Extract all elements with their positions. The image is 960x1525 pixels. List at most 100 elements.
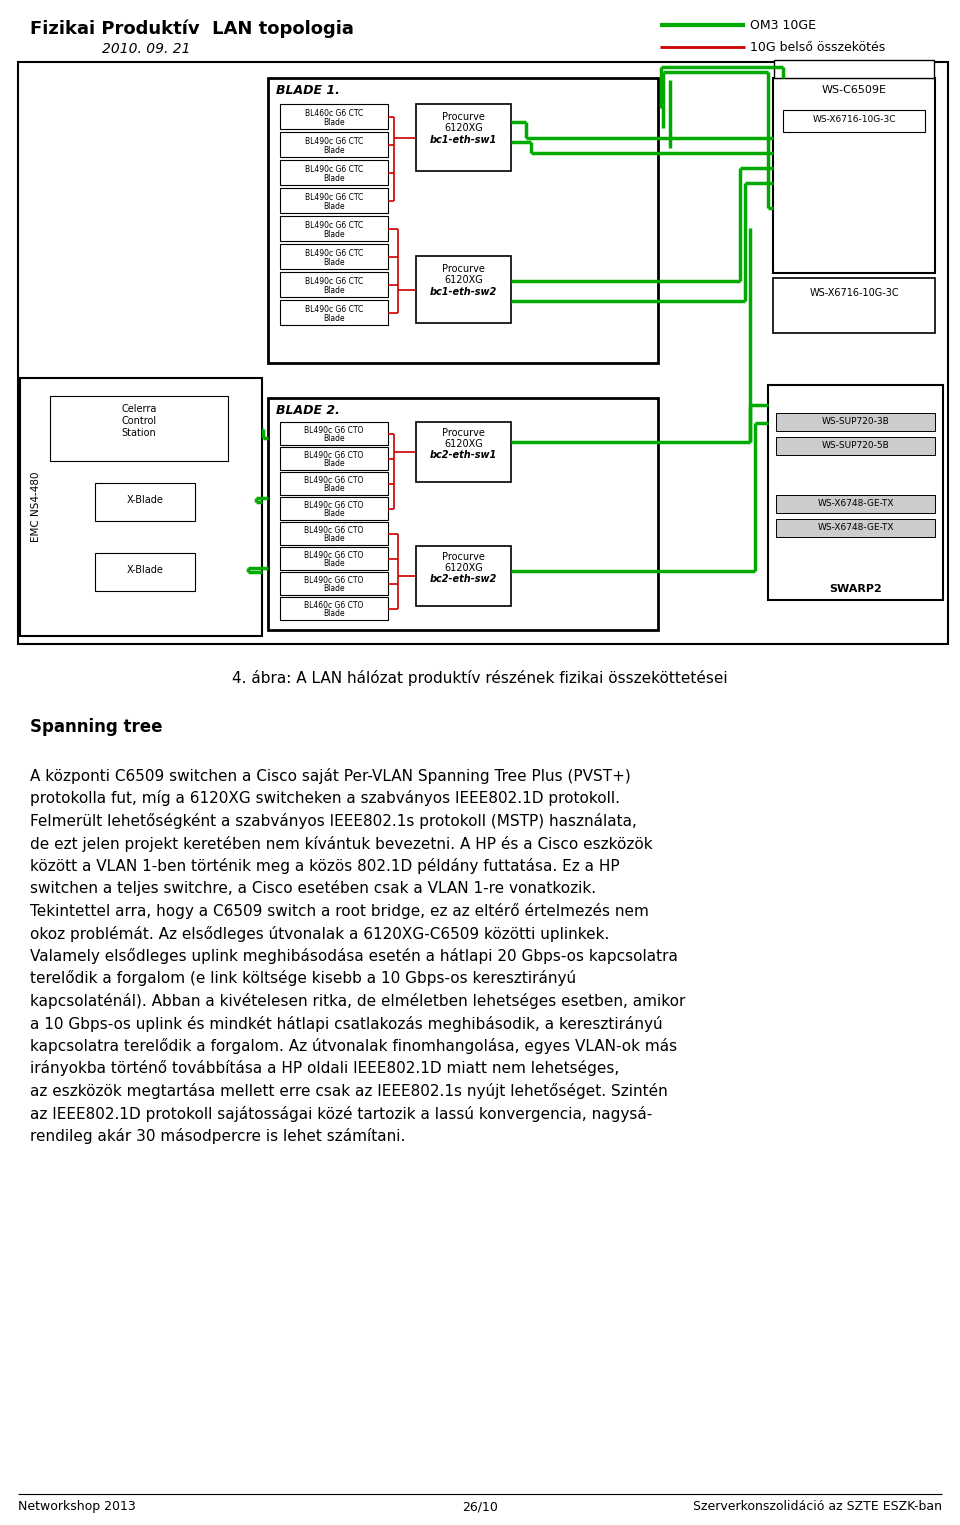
Text: Networkshop 2013: Networkshop 2013 [18,1501,135,1513]
Text: rendileg akár 30 másodpercre is lehet számítani.: rendileg akár 30 másodpercre is lehet sz… [30,1128,405,1144]
Text: Blade: Blade [324,314,345,323]
Bar [776,518,935,537]
Text: de ezt jelen projekt keretében nem kívántuk bevezetni. A HP és a Cisco eszközök: de ezt jelen projekt keretében nem kíván… [30,836,653,851]
Text: BL490c G6 CTO: BL490c G6 CTO [304,476,364,485]
Bar [280,547,388,570]
Bar [774,59,934,78]
Bar [280,522,388,544]
Text: OM3 10GE: OM3 10GE [750,18,816,32]
Bar [95,483,195,522]
Text: Control: Control [121,416,156,425]
Text: Blade: Blade [324,174,345,183]
Text: Blade: Blade [324,608,345,618]
Bar [768,384,943,599]
Bar [280,104,388,130]
Text: BL460c G6 CTC: BL460c G6 CTC [305,108,363,117]
Text: Procurve: Procurve [442,264,485,274]
Text: bc2-eth-sw2: bc2-eth-sw2 [430,573,497,584]
Text: Celerra: Celerra [121,404,156,413]
Text: Blade: Blade [324,483,345,493]
Text: terelődik a forgalom (e link költsége kisebb a 10 Gbps-os keresztirányú: terelődik a forgalom (e link költsége ki… [30,970,576,987]
Bar [783,110,925,133]
Text: Blade: Blade [324,258,345,267]
Text: BLADE 1.: BLADE 1. [276,84,340,98]
Text: Blade: Blade [324,459,345,468]
Bar [268,398,658,630]
Text: Spanning tree: Spanning tree [30,718,162,737]
Text: az IEEE802.1D protokoll sajátosságai közé tartozik a lassú konvergencia, nagysá-: az IEEE802.1D protokoll sajátosságai köz… [30,1106,652,1121]
Text: BL490c G6 CTC: BL490c G6 CTC [305,194,363,201]
Text: WS-C6509E: WS-C6509E [822,85,886,95]
Text: WS-SUP720-5B: WS-SUP720-5B [822,441,889,450]
Text: bc1-eth-sw2: bc1-eth-sw2 [430,287,497,297]
Text: kapcsolatra terelődik a forgalom. Az útvonalak finomhangolása, egyes VLAN-ok más: kapcsolatra terelődik a forgalom. Az útv… [30,1039,677,1054]
Text: BL490c G6 CTC: BL490c G6 CTC [305,249,363,258]
Bar [416,546,511,605]
Text: Blade: Blade [324,146,345,156]
Text: Blade: Blade [324,584,345,593]
Bar [773,278,935,332]
Bar [280,160,388,185]
Text: Blade: Blade [324,287,345,294]
Text: EMC NS4-480: EMC NS4-480 [31,471,41,543]
Bar [280,422,388,445]
Bar [50,396,228,461]
Text: Procurve: Procurve [442,552,485,563]
Text: bc2-eth-sw1: bc2-eth-sw1 [430,450,497,461]
Text: A központi C6509 switchen a Cisco saját Per-VLAN Spanning Tree Plus (PVST+): A központi C6509 switchen a Cisco saját … [30,769,631,784]
Text: protokolla fut, míg a 6120XG switcheken a szabványos IEEE802.1D protokoll.: protokolla fut, míg a 6120XG switcheken … [30,790,620,807]
Text: Blade: Blade [324,534,345,543]
Text: WS-X6716-10G-3C: WS-X6716-10G-3C [809,288,899,297]
Text: BL490c G6 CTC: BL490c G6 CTC [305,137,363,146]
Text: BLADE 2.: BLADE 2. [276,404,340,416]
Bar [18,63,948,644]
Bar [280,473,388,496]
Text: BL490c G6 CTC: BL490c G6 CTC [305,165,363,174]
Text: BL490c G6 CTO: BL490c G6 CTO [304,576,364,586]
Text: WS-X6716-10G-3C: WS-X6716-10G-3C [812,114,896,124]
Text: a 10 Gbps-os uplink és mindkét hátlapi csatlakozás meghibásodik, a keresztirányú: a 10 Gbps-os uplink és mindkét hátlapi c… [30,1016,662,1031]
Text: között a VLAN 1-ben történik meg a közös 802.1D példány futtatása. Ez a HP: között a VLAN 1-ben történik meg a közös… [30,859,619,874]
Bar [280,497,388,520]
Text: kapcsolaténál). Abban a kivételesen ritka, de elméletben lehetséges esetben, ami: kapcsolaténál). Abban a kivételesen ritk… [30,993,685,1010]
Text: 4. ábra: A LAN hálózat produktív részének fizikai összeköttetései: 4. ábra: A LAN hálózat produktív részéne… [232,669,728,686]
Text: Blade: Blade [324,435,345,442]
Text: 6120XG: 6120XG [444,124,483,133]
Text: Felmerült lehetőségként a szabványos IEEE802.1s protokoll (MSTP) használata,: Felmerült lehetőségként a szabványos IEE… [30,813,636,830]
Bar [280,300,388,325]
Text: 6120XG: 6120XG [444,274,483,285]
Text: WS-SUP720-3B: WS-SUP720-3B [822,416,889,425]
Text: Blade: Blade [324,560,345,567]
Text: Szerverkonszolidáció az SZTE ESZK-ban: Szerverkonszolidáció az SZTE ESZK-ban [693,1501,942,1513]
Bar [280,133,388,157]
Text: X-Blade: X-Blade [127,564,163,575]
Text: BL490c G6 CTO: BL490c G6 CTO [304,526,364,535]
Bar [776,413,935,432]
Bar [268,78,658,363]
Text: okoz problémát. Az elsődleges útvonalak a 6120XG-C6509 közötti uplinkek.: okoz problémát. Az elsődleges útvonalak … [30,926,610,941]
Text: Procurve: Procurve [442,111,485,122]
Text: WS-X6748-GE-TX: WS-X6748-GE-TX [817,523,894,532]
Text: Tekintettel arra, hogy a C6509 switch a root bridge, ez az eltérő értelmezés nem: Tekintettel arra, hogy a C6509 switch a … [30,903,649,920]
Bar [280,217,388,241]
Text: 6120XG: 6120XG [444,439,483,448]
Bar [416,422,511,482]
Text: BL490c G6 CTO: BL490c G6 CTO [304,502,364,509]
Text: BL490c G6 CTO: BL490c G6 CTO [304,551,364,560]
Text: bc1-eth-sw1: bc1-eth-sw1 [430,136,497,145]
Bar [280,271,388,297]
Text: Fizikai Produktív  LAN topologia: Fizikai Produktív LAN topologia [30,20,354,38]
Bar [776,496,935,512]
Text: switchen a teljes switchre, a Cisco esetében csak a VLAN 1-re vonatkozik.: switchen a teljes switchre, a Cisco eset… [30,880,596,897]
Bar [95,554,195,592]
Text: BL490c G6 CTC: BL490c G6 CTC [305,305,363,314]
Bar [776,438,935,454]
Text: BL460c G6 CTO: BL460c G6 CTO [304,601,364,610]
Bar [416,104,511,171]
Bar [280,244,388,268]
Text: 6120XG: 6120XG [444,563,483,573]
Text: 26/10: 26/10 [462,1501,498,1513]
Text: Blade: Blade [324,117,345,127]
Text: SWARP2: SWARP2 [829,584,882,595]
Bar [20,378,262,636]
